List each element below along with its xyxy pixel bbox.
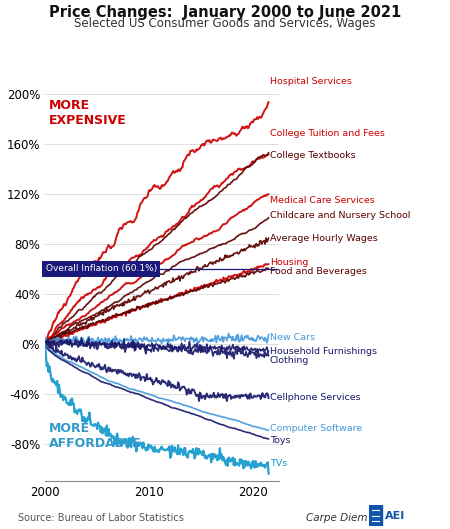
Text: Carpe Diem: Carpe Diem (306, 513, 368, 523)
Text: Medical Care Services: Medical Care Services (270, 196, 374, 205)
Text: MORE
AFFORDABLE: MORE AFFORDABLE (49, 422, 142, 450)
Text: Computer Software: Computer Software (270, 424, 362, 433)
Text: Selected US Consumer Goods and Services, Wages: Selected US Consumer Goods and Services,… (74, 17, 376, 31)
Text: Cellphone Services: Cellphone Services (270, 393, 360, 402)
Text: Childcare and Nursery School: Childcare and Nursery School (270, 211, 410, 220)
Text: New Cars: New Cars (270, 333, 315, 342)
Text: Average Hourly Wages: Average Hourly Wages (270, 234, 378, 243)
Polygon shape (369, 505, 382, 526)
Text: Clothing: Clothing (270, 355, 309, 364)
Text: Household Furnishings: Household Furnishings (270, 347, 377, 356)
Text: College Textbooks: College Textbooks (270, 151, 355, 160)
Text: AEI: AEI (385, 511, 405, 521)
Text: Source: Bureau of Labor Statistics: Source: Bureau of Labor Statistics (18, 513, 184, 523)
Text: College Tuition and Fees: College Tuition and Fees (270, 129, 384, 138)
Text: Food and Beverages: Food and Beverages (270, 267, 366, 276)
Text: Price Changes:  January 2000 to June 2021: Price Changes: January 2000 to June 2021 (49, 5, 401, 20)
Text: Toys: Toys (270, 435, 290, 445)
Text: Hospital Services: Hospital Services (270, 77, 351, 86)
Text: Housing: Housing (270, 258, 308, 267)
Text: TVs: TVs (270, 459, 287, 468)
Text: MORE
EXPENSIVE: MORE EXPENSIVE (49, 98, 127, 126)
Text: Overall Inflation (60.1%): Overall Inflation (60.1%) (45, 264, 157, 273)
